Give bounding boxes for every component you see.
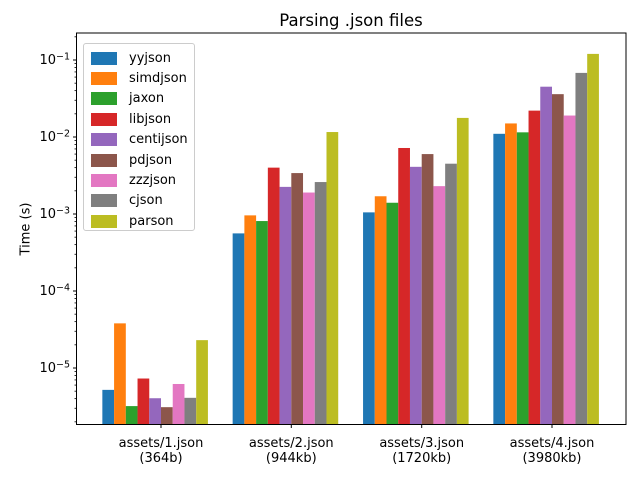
x-tick-label: assets/1.json [119,436,204,451]
x-tick-sublabel: (3980kb) [522,451,581,466]
axes-group [76,32,627,425]
legend-row-libjson: libjson [91,109,194,129]
legend-label-zzzjson: zzzjson [129,173,177,189]
y-tick-label: 10−1 [39,51,70,68]
chart-title: Parsing .json files [279,11,423,30]
legend: yyjson simdjson jaxon libjson centijson pdjso… [83,43,195,231]
legend-swatch-parson [91,214,117,228]
legend-swatch-cjson [91,194,117,208]
legend-label-simdjson: simdjson [129,71,187,87]
bar-zzzjson-assets/1.json [172,383,185,425]
bar-simdjson-assets/3.json [374,196,387,425]
legend-row-centijson: centijson [91,130,194,150]
legend-row-jaxon: jaxon [91,89,194,109]
y-tick-label: 10−2 [39,128,70,145]
bar-pdjson-assets/3.json [421,154,434,425]
legend-label-libjson: libjson [129,111,172,127]
x-tick-label: assets/3.json [379,436,464,451]
legend-swatch-yyjson [91,51,117,65]
x-tick-label: assets/2.json [249,436,334,451]
bar-cjson-assets/3.json [445,163,457,425]
y-tick-label: 10−4 [39,282,70,299]
bar-centijson-assets/2.json [279,186,292,425]
legend-row-simdjson: simdjson [91,68,194,88]
legend-label-yyjson: yyjson [129,50,171,66]
legend-row-zzzjson: zzzjson [91,170,194,190]
legend-label-centijson: centijson [129,132,188,148]
bar-centijson-assets/1.json [149,398,161,425]
legend-label-cjson: cjson [129,193,163,209]
bars-group [102,53,599,425]
bar-pdjson-assets/1.json [161,407,173,425]
bar-yyjson-assets/3.json [363,212,375,425]
bar-cjson-assets/2.json [314,182,327,425]
x-tick-sublabel: (364b) [139,451,182,466]
bar-yyjson-assets/2.json [232,233,245,425]
bar-simdjson-assets/1.json [114,323,126,425]
legend-swatch-simdjson [91,72,117,86]
bar-parson-assets/1.json [196,340,208,425]
legend-swatch-pdjson [91,153,117,167]
bar-parson-assets/2.json [326,132,339,425]
bar-centijson-assets/3.json [409,166,422,425]
legend-swatch-libjson [91,112,117,126]
bar-jaxon-assets/3.json [386,202,399,425]
x-axis: assets/1.json(364b) assets/2.json(944kb) a… [119,424,595,466]
legend-row-cjson: cjson [91,191,194,211]
bar-centijson-assets/4.json [540,86,552,425]
bar-simdjson-assets/4.json [505,123,517,425]
bar-zzzjson-assets/2.json [303,192,315,425]
x-tick-sublabel: (944kb) [266,451,317,466]
bar-libjson-assets/4.json [528,110,541,425]
y-tick-label: 10−5 [39,359,70,376]
x-tick-sublabel: (1720kb) [392,451,451,466]
bar-jaxon-assets/4.json [516,132,529,425]
bar-zzzjson-assets/3.json [433,186,446,425]
bar-pdjson-assets/4.json [552,94,564,425]
bar-jaxon-assets/2.json [256,221,268,425]
y-axis-label: Time (s) [18,202,34,256]
bar-cjson-assets/4.json [575,72,588,425]
legend-label-jaxon: jaxon [129,91,165,107]
legend-swatch-jaxon [91,92,117,106]
bar-libjson-assets/1.json [137,378,150,425]
bar-pdjson-assets/2.json [291,173,304,425]
plot-border [76,32,627,425]
bar-simdjson-assets/2.json [244,215,257,425]
legend-row-yyjson: yyjson [91,48,194,68]
x-tick-label: assets/4.json [510,436,595,451]
bar-parson-assets/4.json [587,53,599,425]
bar-zzzjson-assets/4.json [563,115,576,425]
legend-label-pdjson: pdjson [129,152,173,168]
bar-yyjson-assets/1.json [102,389,115,425]
legend-row-pdjson: pdjson [91,150,194,170]
bar-parson-assets/3.json [456,117,469,425]
legend-label-parson: parson [129,213,174,229]
legend-swatch-centijson [91,133,117,147]
legend-row-parson: parson [91,211,194,231]
bar-yyjson-assets/4.json [493,133,506,425]
legend-swatch-zzzjson [91,174,117,188]
y-tick-label: 10−3 [39,205,70,222]
y-axis: 10−1 10−2 10−3 10−4 10−5 [39,36,77,423]
bar-cjson-assets/1.json [184,397,197,425]
bar-libjson-assets/3.json [398,147,410,425]
bar-libjson-assets/2.json [267,167,280,425]
bar-jaxon-assets/1.json [125,406,138,425]
